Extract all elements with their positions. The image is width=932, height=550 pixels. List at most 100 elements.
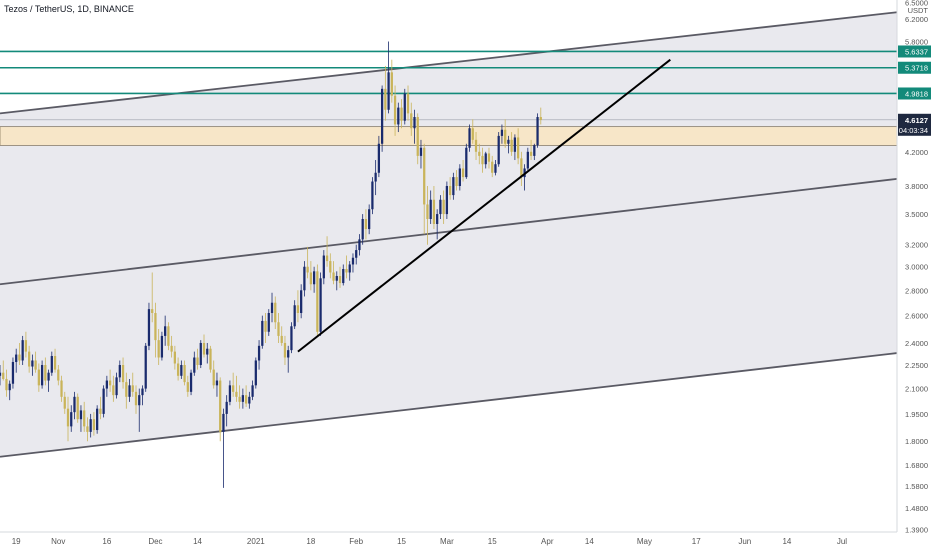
candle-body-133 [429,199,432,219]
candle-body-129 [416,117,419,156]
candle-body-20 [63,396,66,409]
candle-body-51 [164,326,167,336]
level-label-bg-2 [898,87,931,100]
candle-body-123 [397,107,400,125]
candle-body-93 [300,290,303,314]
candle-body-112 [361,218,364,240]
y-tick-label-2: 1.5800 [905,482,928,491]
candle-body-43 [138,395,141,406]
candle-body-102 [329,261,332,273]
candle-body-139 [448,185,452,196]
candle-body-24 [76,396,79,420]
candle-body-142 [458,168,461,186]
level-label-2: 4.9818 [905,89,928,98]
x-tick-label-11: Apr [541,537,554,546]
candle-body-100 [322,255,325,279]
chart-title: Tezos / TetherUS, 1D, BINANCE [4,4,134,14]
candle-body-126 [406,93,410,114]
candle-body-137 [442,199,445,215]
last-price-label: 4.6127 [905,116,928,125]
candle-body-156 [504,129,507,144]
candle-body-84 [270,302,274,314]
candle-body-122 [393,95,397,125]
candle-body-165 [533,145,536,156]
y-tick-label-1: 1.4800 [905,504,928,513]
y-tick-label-4: 1.8000 [905,437,928,446]
candle-body-92 [296,305,300,314]
candle-body-161 [520,158,523,178]
x-tick-label-6: 18 [306,537,315,546]
candle-body-68 [219,380,222,432]
candle-body-71 [228,385,232,402]
candle-body-16 [50,356,53,373]
time-axis-panel [0,532,932,550]
candle-body-70 [225,401,228,414]
x-tick-label-12: 14 [585,537,594,546]
candle-body-63 [202,342,206,355]
candle-body-95 [306,266,309,273]
candle-body-19 [60,380,63,397]
candle-body-119 [384,88,387,110]
candle-body-118 [380,88,384,144]
candle-body-37 [118,365,121,378]
x-tick-label-13: May [637,537,652,546]
trend-line [297,58,671,353]
candle-body-44 [141,388,144,396]
candle-body-154 [497,135,500,165]
candle-body-125 [403,93,406,121]
candle-body-110 [355,250,358,258]
candle-body-59 [189,372,193,392]
candle-body-151 [487,153,491,162]
candle-body-22 [70,412,73,427]
candle-body-79 [254,360,257,386]
candle-body-113 [364,218,368,230]
candle-body-10 [31,360,34,367]
y-tick-label-5: 1.9500 [905,410,928,419]
candle-body-21 [66,408,70,427]
candle-body-108 [348,264,351,273]
candle-body-164 [529,151,533,156]
channel-line-middle [0,177,898,286]
y-tick-label-14: 3.8000 [905,182,928,191]
candle-body-149 [481,155,484,165]
candle-body-72 [232,385,235,392]
x-tick-label-10: 15 [488,537,497,546]
candle-body-12 [37,369,40,386]
candles-layer [0,41,542,488]
candle-body-89 [287,350,290,358]
candle-body-35 [112,385,115,396]
candle-body-29 [92,419,96,431]
candle-body-155 [500,129,504,136]
x-tick-label-4: 14 [193,537,202,546]
candle-body-157 [507,139,510,144]
candle-body-46 [147,309,151,346]
candle-body-31 [99,408,102,414]
candle-body-52 [167,326,170,346]
candle-body-147 [474,139,478,152]
candle-body-106 [342,269,345,284]
candle-body-53 [170,345,173,352]
channel-line-upper [0,11,898,115]
candle-body-27 [86,426,89,432]
candle-body-17 [53,356,57,370]
candle-body-48 [154,313,157,341]
y-tick-label-12: 3.2000 [905,241,928,250]
y-tick-label-3: 1.6800 [905,461,928,470]
channel-layer [0,11,898,458]
candle-body-120 [387,72,390,110]
x-tick-label-15: Jun [738,537,751,546]
level-label-1: 5.3718 [905,64,928,73]
y-tick-label-16: 5.8000 [905,38,928,47]
candle-body-15 [47,372,50,381]
y-tick-label-18: 6.5000 [905,0,928,8]
candle-body-58 [186,382,189,392]
candle-body-94 [303,266,306,291]
candle-body-42 [134,391,138,406]
candle-body-82 [264,320,267,332]
candle-body-141 [455,177,458,186]
candle-body-77 [248,396,251,404]
candle-body-50 [160,335,164,358]
candle-body-45 [144,345,147,389]
y-tick-label-0: 1.3900 [905,526,928,535]
